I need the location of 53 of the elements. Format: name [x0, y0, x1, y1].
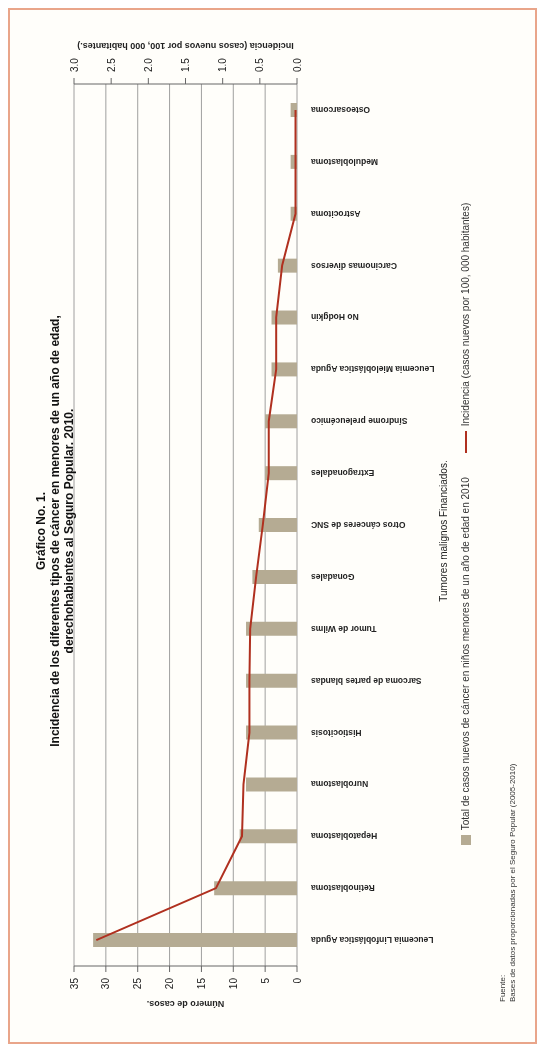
y-tick-label: Astrocitoma — [310, 208, 361, 219]
x-tick-label: 0 — [291, 977, 303, 984]
bar — [239, 829, 297, 844]
x-tick-label: 20 — [164, 977, 176, 990]
bar — [252, 569, 297, 584]
text: Gráfico No. 1. Incidencia de los diferentes tipos de cáncer en menores de un año de edad, derechohabientes al Seguro Popular. 2010. — [34, 314, 76, 749]
text: Incidencia (casos nuevos por 100, 000 habitantes) — [460, 202, 471, 427]
y-tick-label: Leucemia Mieloblástica Aguda — [310, 364, 435, 375]
x2-tick-label: 1.5 — [180, 57, 191, 72]
y-tick-label: Gonadales — [310, 571, 355, 582]
x-tick-label: 25 — [132, 977, 144, 990]
y-tick-label: No Hodgkin — [311, 312, 359, 323]
x-tick-label: 35 — [68, 977, 80, 990]
x-tick-label: 30 — [100, 977, 112, 990]
text: Total de casos nuevos de cáncer en niños menores de un año de edad en 2010 — [460, 477, 471, 831]
x2-axis-title: Incidencia (casos nuevos por 100, 000 habitantes.) — [77, 41, 294, 51]
y-tick-label: Tumor de Wilms — [310, 623, 377, 634]
bar — [246, 673, 297, 688]
x2-tick-label: 2.5 — [105, 57, 117, 72]
y-tick-label: Extragonadales — [310, 468, 375, 479]
y-tick-label: Retinoblastoma — [310, 883, 375, 894]
y-tick-label: Osteosarcoma — [310, 104, 371, 115]
bar — [93, 933, 297, 948]
bar — [271, 362, 297, 377]
bar — [258, 518, 297, 533]
x2-tick-label: 0.5 — [254, 57, 266, 72]
bar — [214, 881, 297, 896]
source-note: Fuente: — [498, 973, 508, 1002]
y-tick-label: Síndrome preleucémico — [311, 416, 408, 427]
y-axis-title: Tumores malignos Financiados. — [438, 459, 449, 604]
y-tick-label: Carcinomas diversos — [310, 260, 397, 271]
y-tick-label: Meduloblastoma — [310, 156, 379, 167]
y-tick-label: Otros cánceres de SNC — [311, 520, 406, 530]
x-axis-title: Número de casos. — [146, 999, 225, 1009]
x2-tick-label: 0.0 — [291, 57, 303, 72]
y-tick-label: Leucemia Linfoblástica Aguda — [310, 935, 434, 946]
bar — [271, 310, 297, 325]
x2-tick-label: 1.0 — [217, 57, 229, 72]
bar — [246, 725, 297, 740]
x2-tick-label: 2.0 — [142, 57, 154, 72]
y-tick-label: Hepatoblastoma — [310, 831, 378, 842]
text: Bases de datos proporcionadas por el Seguro Popular (2005-2010) — [508, 763, 518, 1002]
y-tick-label: Histiocitosis — [310, 727, 362, 738]
bar — [246, 621, 297, 636]
x2-tick-label: 3.0 — [68, 57, 80, 72]
y-tick-label: Sarcoma de partes blandas — [310, 675, 422, 686]
x-tick-label: 10 — [227, 977, 239, 990]
bar — [265, 466, 297, 481]
bar — [246, 777, 297, 792]
x-tick-label: 5 — [259, 977, 271, 984]
x-tick-label: 15 — [195, 977, 207, 990]
y-tick-label: Nuroblastoma — [310, 779, 369, 790]
bar — [265, 414, 297, 429]
